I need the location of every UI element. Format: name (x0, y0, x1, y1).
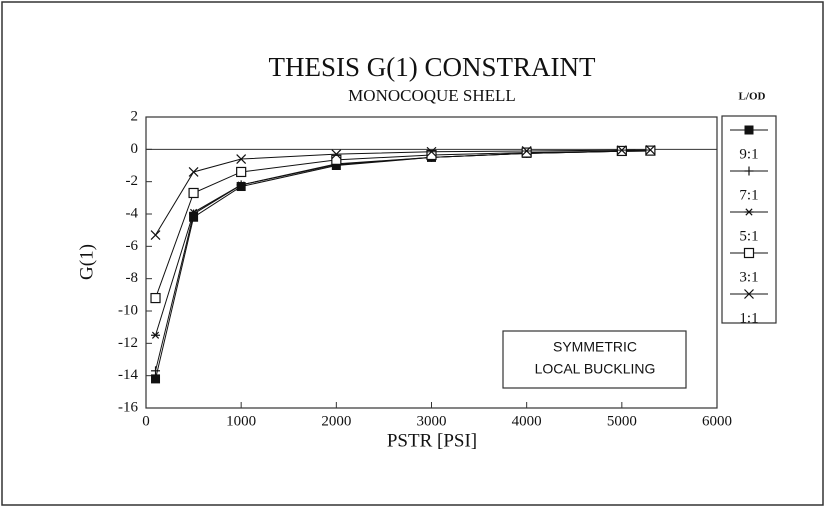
marker-shape (645, 145, 656, 155)
marker-shape (616, 145, 627, 156)
x-tick-label: 1000 (226, 413, 256, 429)
marker (189, 208, 199, 216)
marker-shape (744, 289, 754, 299)
chart-subtitle: MONOCOQUE SHELL (348, 86, 516, 105)
marker-shape (237, 181, 245, 189)
marker (616, 145, 627, 156)
marker (188, 187, 199, 199)
y-tick-label: 0 (131, 141, 139, 157)
y-tick-label: -12 (118, 335, 138, 351)
legend-marker (744, 166, 754, 176)
x-tick-label: 4000 (512, 413, 542, 429)
marker-shape (150, 292, 161, 304)
y-tick-label: -10 (118, 302, 138, 318)
legend-box (721, 115, 777, 324)
y-tick-label: -16 (118, 399, 138, 415)
marker-shape (745, 208, 753, 216)
marker (151, 366, 161, 376)
marker-shape (426, 149, 437, 161)
legend-label: 9:1 (739, 146, 758, 162)
annotation-text: LOCAL BUCKLING (535, 361, 656, 377)
marker-shape (743, 247, 755, 259)
marker (521, 146, 532, 156)
legend-marker (743, 247, 755, 259)
legend-marker (744, 289, 754, 299)
legend-label: 7:1 (739, 187, 758, 203)
marker (151, 331, 161, 339)
x-tick-label: 5000 (607, 413, 637, 429)
marker (521, 147, 532, 158)
x-tick-label: 3000 (417, 413, 447, 429)
x-tick-label: 0 (142, 413, 150, 429)
series-line (155, 150, 651, 336)
x-tick-label: 6000 (702, 413, 732, 429)
y-tick-label: -8 (126, 270, 139, 286)
y-axis-label: G(1) (76, 244, 97, 280)
y-tick-label: -6 (126, 238, 139, 254)
marker (150, 292, 161, 304)
marker-shape (426, 146, 437, 157)
marker (150, 230, 161, 240)
marker (331, 154, 342, 165)
legend-title: L/OD (739, 91, 766, 103)
legend-label: 3:1 (739, 269, 758, 285)
marker-shape (151, 374, 161, 384)
y-tick-label: -4 (126, 205, 139, 221)
marker-shape (331, 154, 342, 165)
marker-shape (331, 149, 342, 160)
series-line (155, 150, 651, 299)
annotation-text: SYMMETRIC (553, 339, 637, 355)
marker (188, 167, 199, 177)
marker (236, 181, 246, 189)
legend-label: 1:1 (739, 310, 758, 326)
marker-shape (236, 166, 247, 178)
marker-shape (190, 208, 198, 216)
legend-marker (744, 125, 754, 135)
marker (426, 149, 437, 161)
legend-marker (744, 208, 754, 216)
y-tick-label: -14 (118, 367, 138, 383)
y-tick-label: 2 (131, 108, 139, 124)
x-tick-label: 2000 (321, 413, 351, 429)
marker (645, 145, 656, 155)
marker-shape (188, 167, 199, 177)
marker-shape (151, 331, 160, 339)
marker-shape (521, 147, 532, 158)
marker-shape (188, 187, 199, 199)
y-tick-label: -2 (126, 173, 139, 189)
chart-title: THESIS G(1) CONSTRAINT (269, 52, 597, 82)
marker (236, 154, 247, 164)
series-line (155, 149, 651, 236)
annotation-box (502, 330, 687, 389)
legend-label: 5:1 (739, 228, 758, 244)
marker (331, 149, 342, 160)
marker-shape (236, 154, 247, 164)
marker-shape (744, 125, 754, 135)
marker-shape (150, 230, 161, 240)
marker (151, 374, 161, 384)
marker-shape (521, 146, 532, 156)
marker (426, 146, 437, 157)
marker (236, 166, 247, 178)
x-axis-label: PSTR [PSI] (387, 430, 477, 451)
